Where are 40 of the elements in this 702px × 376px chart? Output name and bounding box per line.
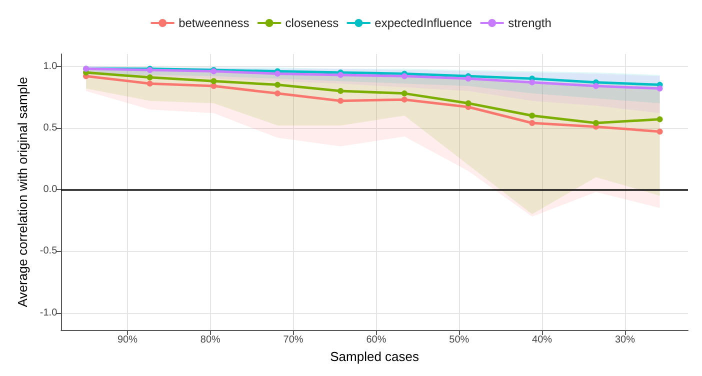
point — [338, 88, 344, 94]
point — [529, 112, 536, 119]
y-tick-label: 0.0 — [43, 184, 58, 196]
point — [656, 116, 663, 122]
point — [529, 120, 536, 126]
point — [401, 73, 408, 80]
point — [592, 83, 599, 90]
y-tick-label: 0.5 — [43, 122, 58, 134]
point — [338, 98, 344, 104]
legend-label: expectedInfluence — [374, 16, 472, 30]
x-tick-label: 90% — [117, 334, 138, 346]
point — [656, 86, 663, 92]
x-tick-label: 30% — [614, 334, 636, 346]
y-tick-label: -1.0 — [40, 307, 58, 318]
point — [465, 76, 472, 82]
x-tick-label: 60% — [366, 334, 386, 346]
x-tick-label: 40% — [532, 334, 552, 346]
point — [210, 78, 217, 84]
point — [146, 74, 153, 80]
legend-label: closeness — [285, 16, 339, 30]
point — [274, 70, 281, 77]
x-tick-label: 70% — [283, 334, 304, 346]
point — [529, 79, 536, 86]
y-axis-title: Average correlation with original sample — [15, 76, 30, 308]
point — [146, 80, 153, 87]
x-tick-label: 50% — [449, 334, 470, 346]
point — [274, 82, 281, 88]
point — [401, 90, 408, 96]
point — [401, 96, 408, 103]
legend-label: betweenness — [178, 16, 250, 30]
y-tick-label: 1.0 — [43, 60, 58, 72]
x-axis-title: Sampled cases — [330, 349, 420, 364]
point — [656, 128, 663, 135]
point — [274, 90, 281, 96]
y-tick-label: -0.5 — [40, 246, 58, 257]
point — [592, 120, 599, 126]
legend-label: strength — [508, 16, 552, 30]
point — [338, 72, 344, 78]
x-tick-label: 80% — [200, 334, 220, 346]
point — [465, 100, 472, 106]
